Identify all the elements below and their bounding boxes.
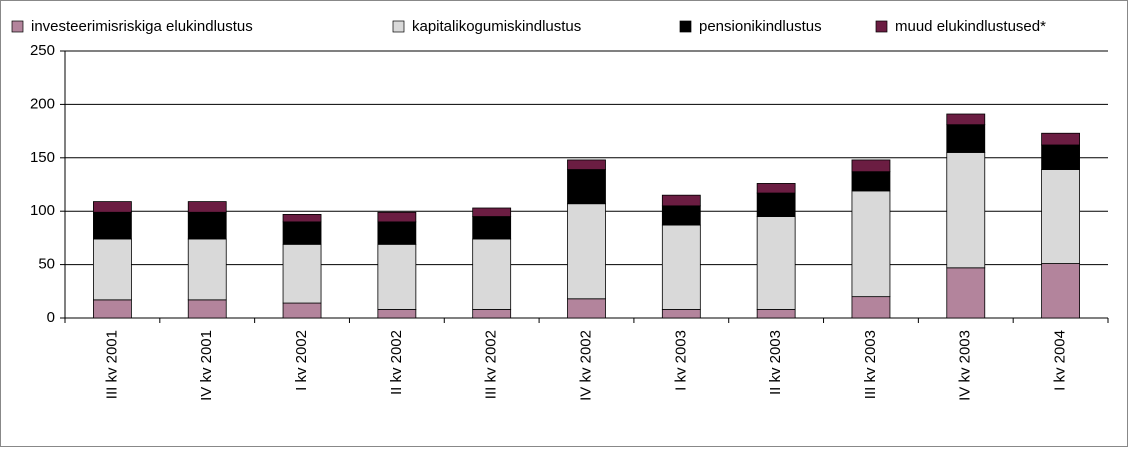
bar-segment — [661, 205, 701, 226]
bar-segment — [851, 190, 891, 298]
x-tick-label: IV kv 2001 — [198, 330, 215, 401]
legend-label: investeerimisriskiga elukindlustus — [31, 18, 253, 35]
x-tick-label: IV kv 2003 — [957, 330, 974, 401]
bar-segment — [377, 309, 417, 319]
bar-segment — [282, 221, 322, 245]
bar-segment — [282, 243, 322, 304]
y-tick-label: 50 — [38, 256, 55, 273]
x-tick-label: III kv 2003 — [862, 330, 879, 399]
bar-segment — [93, 201, 132, 213]
bar-segment — [946, 124, 986, 153]
bar-segment — [946, 267, 986, 319]
bar-segment — [93, 299, 132, 319]
bar-segment — [851, 296, 891, 319]
bar-segment — [472, 216, 512, 240]
bar-segment — [756, 183, 796, 194]
bar-segment — [377, 243, 417, 310]
x-tick-label: I kv 2002 — [293, 330, 310, 391]
bar-segment — [377, 211, 417, 223]
y-tick-label: 150 — [30, 149, 55, 166]
bar-segment — [187, 211, 227, 240]
legend-label: kapitalikogumiskindlustus — [412, 18, 581, 35]
bar-segment — [1041, 144, 1080, 170]
legend-swatch — [392, 20, 405, 33]
legend-label: pensionikindlustus — [699, 18, 822, 35]
bar-segment — [946, 152, 986, 269]
bar-segment — [472, 207, 512, 217]
bar-segment — [1041, 169, 1080, 264]
bar-segment — [472, 238, 512, 310]
bar-segment — [187, 299, 227, 319]
bar-segment — [187, 201, 227, 213]
bar-segment — [661, 224, 701, 310]
bar-segment — [1041, 263, 1080, 319]
bar-segment — [756, 309, 796, 319]
legend-swatch — [875, 20, 888, 33]
x-tick-label: IV kv 2002 — [577, 330, 594, 401]
y-tick-label: 100 — [30, 202, 55, 219]
y-tick-label: 200 — [30, 95, 55, 112]
bar-segment — [851, 171, 891, 192]
bar-segment — [851, 159, 891, 173]
legend-swatch — [679, 20, 692, 33]
bar-segment — [1041, 132, 1080, 146]
bar-segment — [756, 216, 796, 310]
bar-segment — [93, 238, 132, 301]
x-tick-label: II kv 2002 — [388, 330, 405, 395]
x-tick-label: I kv 2004 — [1052, 330, 1069, 391]
y-tick-label: 0 — [47, 309, 55, 326]
bar-segment — [377, 221, 417, 245]
legend-swatch — [11, 20, 24, 33]
y-tick-label: 250 — [30, 42, 55, 59]
bar-segment — [567, 159, 606, 170]
x-tick-label: I kv 2003 — [672, 330, 689, 391]
x-tick-label: III kv 2002 — [483, 330, 500, 399]
bar-segment — [187, 238, 227, 301]
bar-segment — [282, 302, 322, 319]
bar-segment — [661, 194, 701, 207]
bar-segment — [472, 309, 512, 319]
bar-segment — [567, 203, 606, 300]
bar-segment — [946, 113, 986, 126]
x-tick-label: III kv 2001 — [103, 330, 120, 399]
bar-segment — [282, 214, 322, 223]
bar-segment — [567, 169, 606, 205]
bar-segment — [756, 192, 796, 217]
bar-segment — [93, 211, 132, 240]
x-tick-label: II kv 2003 — [767, 330, 784, 395]
bar-segment — [661, 309, 701, 319]
bar-segment — [567, 298, 606, 319]
legend-label: muud elukindlustused* — [895, 18, 1046, 35]
